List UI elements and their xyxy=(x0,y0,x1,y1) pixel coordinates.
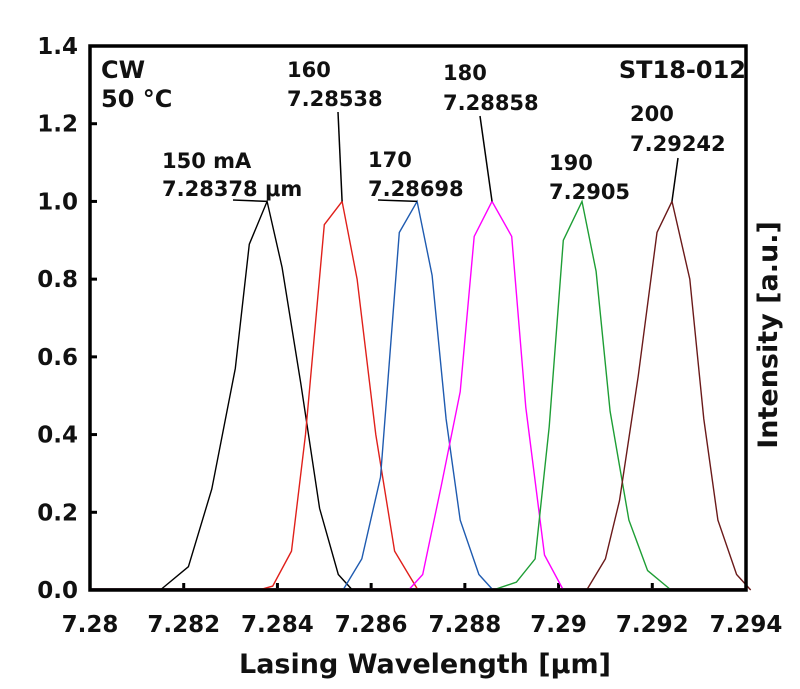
y-tick-label: 0.0 xyxy=(37,578,78,604)
series-line-170 xyxy=(342,199,522,591)
y-tick-label: 1.0 xyxy=(37,189,78,215)
leader-lines xyxy=(232,111,679,203)
y-axis-ticks: 0.0 0.2 0.4 0.6 0.8 1.0 1.2 1.4 xyxy=(37,34,97,604)
x-tick-label: 7.294 xyxy=(710,612,783,638)
x-axis-ticks: 7.28 7.282 7.284 7.286 7.288 7.29 7.292 7.294 xyxy=(62,583,783,638)
y-tick-label: 0.2 xyxy=(37,500,78,526)
peak-wavelength-label: 7.28858 xyxy=(443,91,539,115)
peak-current-label: 150 mA xyxy=(162,149,252,173)
peak-wavelength-label: 7.28538 xyxy=(287,87,383,111)
peak-current-label: 200 xyxy=(630,102,674,126)
y-tick-label: 1.2 xyxy=(37,112,78,138)
peak-wavelength-label: 7.28378 μm xyxy=(162,177,302,201)
leader-line xyxy=(671,157,679,202)
leader-line xyxy=(232,199,268,203)
peak-wavelength-label: 7.2905 xyxy=(549,180,630,204)
x-tick-label: 7.282 xyxy=(147,612,220,638)
x-tick-label: 7.284 xyxy=(241,612,314,638)
peak-current-label: 190 xyxy=(549,151,593,175)
x-tick-label: 7.29 xyxy=(530,612,587,638)
peak-wavelength-label: 7.29242 xyxy=(630,132,726,156)
leader-line xyxy=(479,115,493,202)
x-tick-label: 7.28 xyxy=(62,612,119,638)
peak-current-label: 170 xyxy=(368,148,412,172)
peak-current-label: 160 xyxy=(287,58,331,82)
y-tick-label: 0.4 xyxy=(37,423,78,449)
leader-line xyxy=(337,111,343,202)
mode-label: CW xyxy=(101,56,145,84)
series-line-190 xyxy=(492,199,672,591)
sample-id-label: ST18-012 xyxy=(619,56,746,84)
series-layer xyxy=(90,199,752,591)
x-tick-label: 7.286 xyxy=(335,612,408,638)
temperature-label: 50 °C xyxy=(101,85,172,113)
y-axis-title: Intensity [a.u.] xyxy=(753,221,784,449)
y-tick-label: 0.6 xyxy=(37,345,78,371)
y-tick-label: 1.4 xyxy=(37,34,78,60)
series-line-200 xyxy=(567,199,752,591)
x-tick-label: 7.292 xyxy=(616,612,689,638)
leader-line xyxy=(377,199,418,203)
peak-labels: 150 mA 7.28378 μm 160 7.28538 170 7.28698 180 7… xyxy=(162,58,726,204)
x-axis-title: Lasing Wavelength [μm] xyxy=(239,649,611,680)
y-tick-label: 0.8 xyxy=(37,267,78,293)
peak-current-label: 180 xyxy=(443,61,487,85)
series-line-160 xyxy=(258,199,447,591)
plot-frame xyxy=(88,44,748,592)
x-tick-label: 7.288 xyxy=(428,612,501,638)
peak-wavelength-label: 7.28698 xyxy=(368,177,464,201)
series-line-180 xyxy=(408,199,587,591)
series-line-150-mA xyxy=(159,199,381,591)
